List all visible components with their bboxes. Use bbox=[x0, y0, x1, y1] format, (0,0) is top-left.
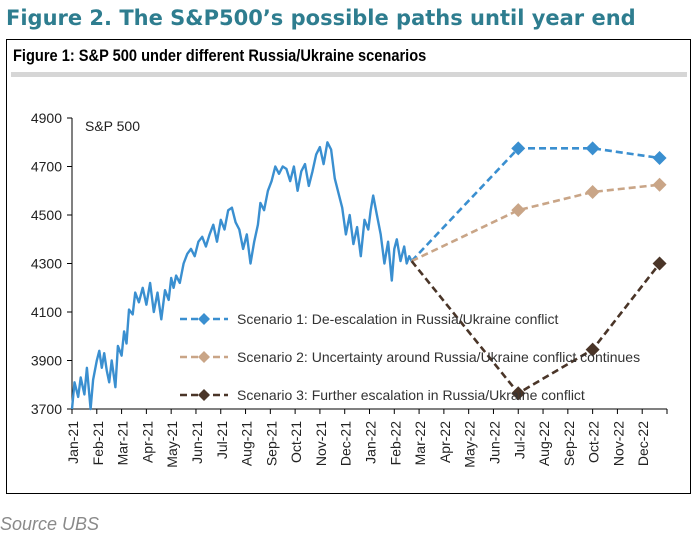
x-tick-label: Jul-21 bbox=[214, 421, 230, 459]
x-tick-label: Feb-22 bbox=[387, 421, 403, 466]
y-tick-label: 3700 bbox=[31, 401, 62, 417]
x-tick-label: Aug-21 bbox=[239, 421, 255, 466]
scenario-3-line bbox=[410, 260, 661, 395]
chart-frame: Figure 1: S&P 500 under different Russia… bbox=[6, 39, 691, 494]
series-label: S&P 500 bbox=[85, 118, 140, 134]
scenario-3-marker bbox=[652, 256, 667, 271]
scenario-3-marker bbox=[511, 386, 526, 401]
title-underline bbox=[11, 72, 687, 77]
scenario-2-marker bbox=[511, 203, 526, 218]
x-tick-label: Dec-22 bbox=[635, 421, 651, 466]
scenario-1-marker bbox=[511, 141, 526, 156]
scenario-1-marker bbox=[652, 151, 667, 166]
x-tick-label: Apr-22 bbox=[437, 421, 453, 463]
x-tick-label: Mar-21 bbox=[115, 421, 131, 466]
y-tick-label: 4900 bbox=[31, 110, 62, 126]
x-tick-label: May-21 bbox=[164, 421, 180, 468]
x-tick-label: Nov-22 bbox=[610, 421, 626, 466]
scenario-1-line bbox=[410, 147, 660, 262]
scenario-1-marker bbox=[585, 141, 600, 156]
legend-swatch-marker bbox=[198, 389, 210, 401]
x-tick-label: Sep-22 bbox=[561, 421, 577, 466]
legend-label: Scenario 1: De-escalation in Russia/Ukra… bbox=[237, 311, 558, 327]
y-tick-label: 4500 bbox=[31, 207, 62, 223]
legend-swatch-marker bbox=[198, 351, 210, 363]
legend-label: Scenario 3: Further escalation in Russia… bbox=[237, 387, 585, 403]
x-tick-label: Dec-21 bbox=[338, 421, 354, 466]
x-tick-label: Apr-21 bbox=[139, 421, 155, 463]
legend-swatch-marker bbox=[198, 313, 210, 325]
x-tick-label: Jan-21 bbox=[65, 421, 81, 464]
x-tick-label: Sep-21 bbox=[263, 421, 279, 466]
x-tick-label: Jun-22 bbox=[486, 421, 502, 464]
x-tick-label: May-22 bbox=[462, 421, 478, 468]
scenario-2-marker bbox=[585, 184, 600, 199]
legend-label: Scenario 2: Uncertainty around Russia/Uk… bbox=[237, 349, 640, 365]
y-tick-label: 4700 bbox=[31, 159, 62, 175]
x-tick-label: Jul-22 bbox=[511, 421, 527, 459]
x-tick-label: Feb-21 bbox=[90, 421, 106, 466]
source-note: Source UBS bbox=[0, 514, 100, 534]
y-tick-label: 4100 bbox=[31, 304, 62, 320]
x-tick-label: Mar-22 bbox=[412, 421, 428, 466]
y-tick-label: 4300 bbox=[31, 256, 62, 272]
chart-title: Figure 1: S&P 500 under different Russia… bbox=[13, 46, 427, 65]
sp500-history-line bbox=[70, 141, 413, 411]
scenario-2-marker bbox=[652, 177, 667, 192]
y-tick-label: 3900 bbox=[31, 353, 62, 369]
x-tick-label: Oct-21 bbox=[288, 421, 304, 463]
x-tick-label: Jun-21 bbox=[189, 421, 205, 464]
x-tick-label: Nov-21 bbox=[313, 421, 329, 466]
outer-figure-title: Figure 2. The S&P500’s possible paths un… bbox=[6, 6, 636, 30]
scenario-2-line bbox=[411, 183, 660, 263]
x-tick-label: Oct-22 bbox=[586, 421, 602, 463]
x-tick-label: Jan-22 bbox=[363, 421, 379, 464]
x-tick-label: Aug-22 bbox=[536, 421, 552, 466]
scenario-3-marker bbox=[585, 342, 600, 357]
